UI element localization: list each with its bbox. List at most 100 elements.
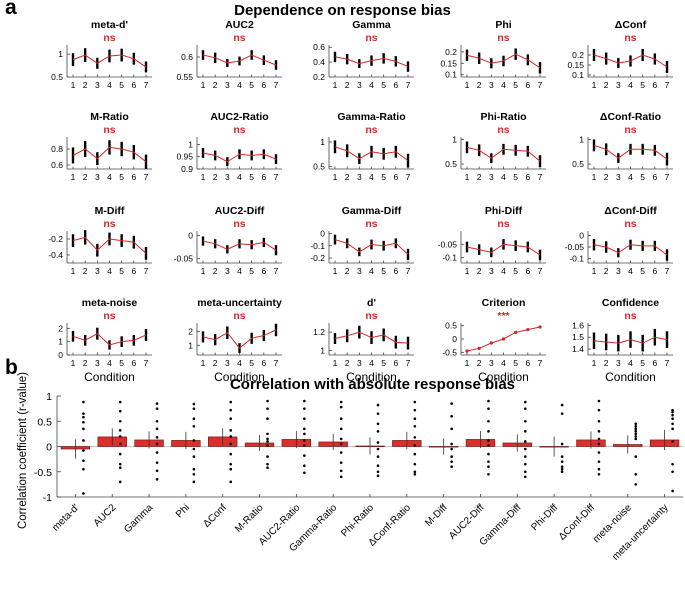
data-point <box>155 442 159 446</box>
x-tick-label: 3 <box>357 80 362 90</box>
data-point <box>523 400 527 404</box>
data-point <box>155 407 159 410</box>
data-point <box>538 325 542 329</box>
x-tick-label: 7 <box>144 358 149 368</box>
data-point <box>597 442 601 446</box>
x-tick-label: 7 <box>665 358 670 368</box>
data-point <box>597 451 601 454</box>
significance-label: ns <box>497 124 509 136</box>
data-point <box>634 422 638 426</box>
data-line <box>593 244 668 256</box>
x-tick-label: 3 <box>489 266 494 276</box>
data-line <box>593 336 668 344</box>
y-tick-label: 0.1 <box>445 70 457 80</box>
x-tick-label: 3 <box>225 172 230 182</box>
data-point <box>376 412 380 415</box>
x-tick-label: 1 <box>333 80 338 90</box>
data-point <box>376 455 380 458</box>
x-tick-label: 6 <box>525 80 530 90</box>
data-line <box>202 152 277 163</box>
data-point <box>634 437 638 441</box>
x-tick-label: 2 <box>345 80 350 90</box>
x-tick-label: meta-d' <box>50 502 81 533</box>
significance-label: ns <box>103 124 115 136</box>
x-tick-label: 6 <box>261 266 266 276</box>
data-point <box>523 470 527 474</box>
data-point <box>118 480 122 484</box>
data-point <box>671 427 674 431</box>
y-tick-label: 2 <box>58 323 63 333</box>
x-tick-label: 4 <box>107 172 112 182</box>
x-tick-label: Phi-Diff <box>529 502 560 533</box>
data-point <box>266 440 269 443</box>
y-tick-label: 0.15 <box>440 58 457 68</box>
data-point <box>450 447 453 451</box>
data-point <box>118 462 122 466</box>
data-point <box>671 470 674 474</box>
data-point <box>634 430 638 433</box>
data-point <box>192 455 196 458</box>
y-tick-label: 1 <box>452 134 457 144</box>
x-tick-label: 5 <box>119 172 124 182</box>
data-point <box>303 399 306 403</box>
data-point <box>266 466 269 470</box>
x-tick-label: 3 <box>616 172 621 182</box>
x-tick-label: 4 <box>369 266 374 276</box>
data-point <box>303 444 306 447</box>
x-axis-label: Condition <box>478 370 529 384</box>
data-point <box>413 436 417 439</box>
x-tick-label: 7 <box>406 80 411 90</box>
y-tick-label: 0.2 <box>445 47 457 57</box>
y-tick-label: -1 <box>43 492 52 504</box>
data-point <box>229 408 233 412</box>
x-tick-label: 4 <box>237 80 242 90</box>
y-tick-label: 0.5 <box>572 159 584 169</box>
y-tick-label: 0.6 <box>313 42 325 52</box>
data-point <box>376 470 380 474</box>
data-point <box>450 460 453 463</box>
data-point <box>376 403 380 407</box>
subplot-title: Phi-Ratio <box>480 111 526 123</box>
significance-label: ns <box>365 32 377 44</box>
data-point <box>192 425 196 428</box>
data-line <box>334 146 409 162</box>
x-tick-label: 5 <box>249 358 254 368</box>
data-point <box>450 427 453 431</box>
y-tick-label: -0.1 <box>310 241 325 251</box>
x-tick-label: AUC2 <box>92 502 119 529</box>
y-tick-label: 0 <box>452 334 457 344</box>
data-line <box>72 333 147 346</box>
x-tick-label: 5 <box>513 80 518 90</box>
y-tick-label: 1 <box>579 134 584 144</box>
data-point <box>560 465 564 469</box>
data-line <box>334 331 409 344</box>
x-tick-label: 4 <box>501 358 506 368</box>
data-point <box>339 461 343 464</box>
x-axis-label: Condition <box>214 370 265 384</box>
x-tick-label: 7 <box>665 266 670 276</box>
x-tick-label: 5 <box>640 80 645 90</box>
y-tick-label: 0.2 <box>313 72 325 82</box>
y-tick-label: -0.5 <box>442 347 457 357</box>
data-point <box>413 417 417 421</box>
data-point <box>487 430 490 433</box>
x-tick-label: 7 <box>538 172 543 182</box>
panel-a-letter: a <box>5 0 17 19</box>
data-point <box>413 462 417 466</box>
data-point <box>82 412 85 415</box>
data-point <box>477 346 481 350</box>
x-tick-label: 6 <box>131 80 136 90</box>
data-point <box>560 455 564 458</box>
significance-label: ns <box>624 124 636 136</box>
data-point <box>118 435 122 438</box>
x-axis-label: Condition <box>346 370 397 384</box>
x-tick-label: 1 <box>465 358 470 368</box>
x-tick-label: 2 <box>345 358 350 368</box>
data-point <box>376 474 380 478</box>
x-tick-label: 7 <box>665 80 670 90</box>
significance-label: ns <box>365 124 377 136</box>
data-line <box>202 240 277 251</box>
